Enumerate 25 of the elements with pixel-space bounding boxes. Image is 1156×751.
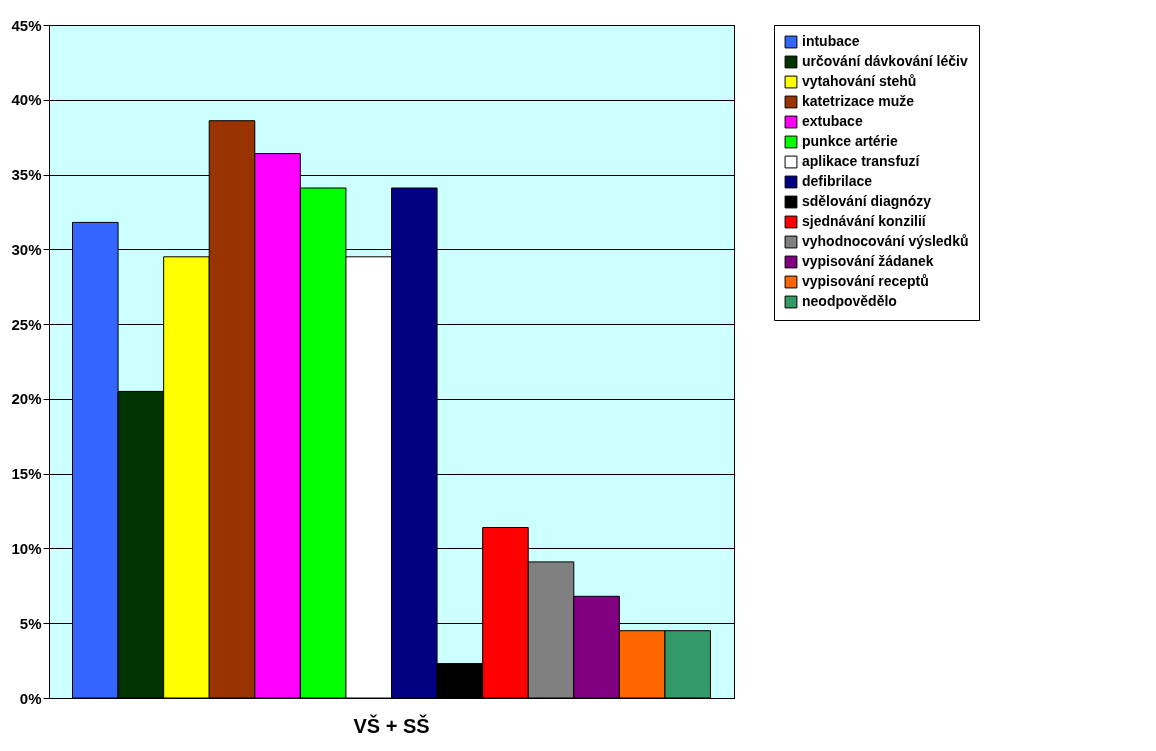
y-tick-label: 35%	[11, 166, 42, 184]
y-tick-label: 25%	[11, 315, 42, 333]
x-tick-label: VŠ + SŠ	[353, 713, 430, 737]
legend-label: extubace	[802, 113, 863, 129]
legend-label: sdělování diagnózy	[802, 193, 932, 209]
y-tick-label: 10%	[11, 539, 42, 557]
y-tick-label: 45%	[11, 16, 42, 34]
legend-label: vyhodnocování výsledků	[802, 233, 969, 249]
y-tick-label: 5%	[19, 614, 42, 632]
legend-label: intubace	[802, 33, 860, 49]
y-tick-label: 20%	[11, 390, 42, 408]
legend-label: aplikace transfuzí	[802, 153, 921, 169]
legend-label: punkce artérie	[802, 133, 898, 149]
legend-label: určování dávkování léčiv	[802, 53, 968, 69]
legend-label: neodpovědělo	[802, 293, 897, 309]
legend-label: vytahování stehů	[802, 73, 917, 89]
legend-label: sjednávání konzilií	[802, 213, 927, 229]
y-tick-label: 15%	[11, 465, 42, 483]
legend-label: vypisování žádanek	[802, 253, 934, 269]
y-tick-label: 0%	[19, 689, 42, 707]
legend-label: katetrizace muže	[802, 93, 915, 109]
legend-label: vypisování receptů	[802, 273, 929, 289]
y-tick-label: 40%	[11, 91, 42, 109]
y-tick-label: 30%	[11, 240, 42, 258]
legend-label: defibrilace	[802, 173, 873, 189]
